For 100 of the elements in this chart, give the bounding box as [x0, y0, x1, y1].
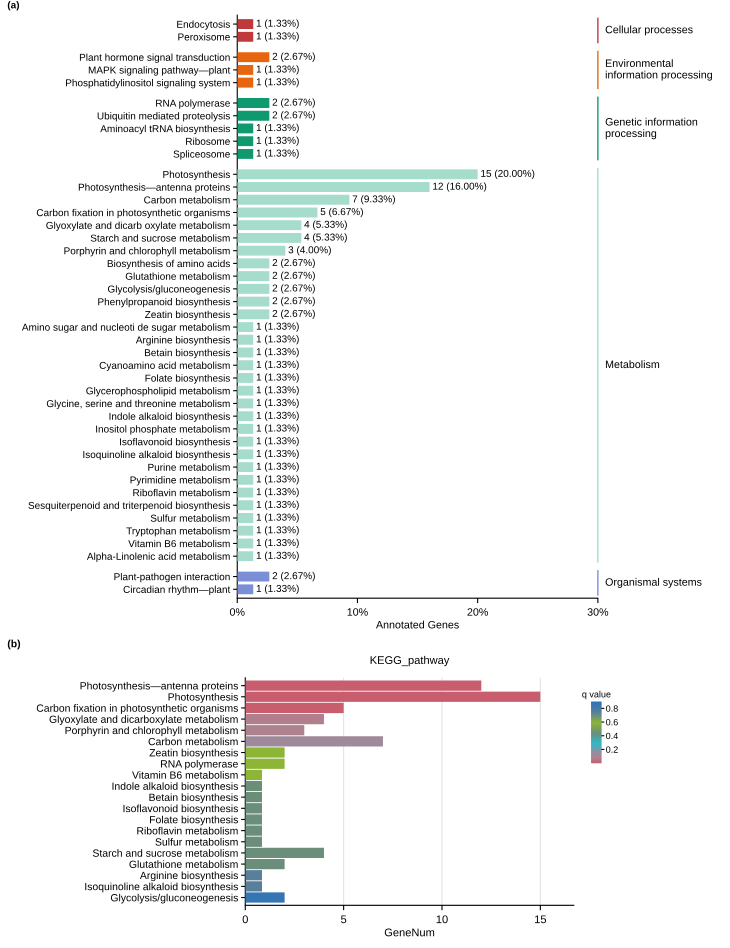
data-label: 12 (16.00%) [433, 182, 486, 192]
chart-title: KEGG_pathway [370, 656, 450, 666]
data-label: 1 (1.33%) [256, 136, 299, 146]
y-tick-label: Phenylpropanoid biosynthesis [98, 298, 230, 308]
y-tick-label: Carbon fixation in photosynthetic organisms [36, 704, 238, 714]
color-bar-label: 0.6 [606, 719, 618, 726]
y-tick-label: Carbon fixation in photosynthetic organisms [36, 208, 230, 218]
y-tick-label: Starch and sucrose metabolism [92, 849, 238, 857]
data-label: 1 (1.33%) [256, 488, 299, 498]
y-tick-label: Cyanoamino acid metabolism [100, 362, 230, 371]
y-tick-label: Phosphatidylinositol signaling system [66, 79, 230, 88]
y-tick-label: Tryptophan metabolism [126, 527, 230, 536]
y-tick-label: Folate biosynthesis [150, 816, 238, 826]
y-tick-label: Glycine, serine and threonine metabolism [46, 400, 230, 410]
y-tick-label: Arginine biosynthesis [136, 336, 230, 346]
y-tick-label: Glycerophospholipid metabolism [86, 387, 230, 396]
y-tick-label: Photosynthesis—antenna proteins [80, 682, 238, 692]
data-label: 1 (1.33%) [256, 424, 299, 434]
text: (a) [8, 1, 20, 10]
y-tick-label: RNA polymerase [156, 99, 230, 109]
data-label: 1 (1.33%) [256, 462, 299, 472]
x-axis-title: Annotated Genes [376, 620, 459, 629]
data-label: 7 (9.33%) [352, 195, 395, 204]
y-tick-label: Starch and sucrose metabolism [90, 234, 230, 242]
x-tick-label: 5 [340, 915, 346, 924]
data-label: 1 (1.33%) [256, 436, 299, 446]
y-tick-label: Photosynthesis—antenna proteins [78, 183, 230, 193]
data-label: 1 (1.33%) [256, 373, 299, 383]
x-tick-label: 10 [436, 915, 448, 924]
y-tick-label: Sulfur metabolism [155, 838, 238, 846]
y-tick-label: Endocytosis [177, 20, 230, 30]
color-bar-label: 0.8 [606, 705, 618, 712]
y-tick-label: Peroxisome [178, 33, 230, 41]
y-tick-label: Isoquinoline alkaloid biosynthesis [83, 450, 230, 460]
text: Cellular processes [606, 25, 693, 36]
y-tick-label: Arginine biosynthesis [140, 871, 238, 882]
data-label: 2 (2.67%) [272, 296, 315, 306]
data-label: 3 (4.00%) [288, 246, 331, 256]
y-tick-label: Glutathione metabolism [129, 860, 238, 868]
data-label: 1 (1.33%) [256, 500, 299, 510]
y-tick-label: Isoquinoline alkaloid biosynthesis [85, 882, 238, 892]
data-label: 1 (1.33%) [256, 19, 299, 29]
data-label: 1 (1.33%) [256, 513, 299, 523]
color-bar-label: 0.4 [606, 732, 618, 740]
y-tick-label: Porphyrin and chlorophyll metabolism [64, 247, 230, 256]
y-tick-label: Pyrimidine metabolism [130, 476, 230, 486]
data-label: 1 (1.33%) [256, 322, 299, 332]
y-tick-label: Photosynthesis [163, 170, 230, 180]
y-tick-label: Inositol phosphate metabolism [96, 425, 230, 435]
data-label: 1 (1.33%) [256, 526, 299, 536]
data-label: 2 (2.67%) [272, 284, 315, 294]
y-tick-label: Vitamin B6 metabolism [132, 771, 238, 779]
data-label: 2 (2.67%) [272, 111, 315, 120]
data-label: 1 (1.33%) [256, 32, 299, 42]
text: Metabolism [606, 360, 660, 368]
y-tick-label: Isoflavonoid biosynthesis [120, 438, 230, 448]
x-tick-label: 15 [535, 915, 546, 924]
data-label: 1 (1.33%) [256, 65, 299, 75]
y-tick-label: Zeatin biosynthesis [150, 748, 238, 758]
text: Organismal systems [606, 578, 702, 588]
y-tick-label: Indole alkaloid biosynthesis [109, 412, 230, 422]
y-tick-label: Ribosome [186, 138, 230, 145]
y-tick-label: Riboflavin metabolism [133, 488, 230, 496]
y-tick-label: Sesquiterpenoid and triterpenoid biosynthesis [28, 502, 230, 511]
y-tick-label: MAPK signaling pathway—plant [88, 66, 230, 76]
x-tick-label: 10% [348, 608, 368, 616]
data-label: 1 (1.33%) [256, 78, 299, 88]
x-tick-label: 20% [468, 608, 488, 616]
data-label: 1 (1.33%) [256, 335, 299, 344]
data-label: 2 (2.67%) [272, 258, 315, 268]
color-bar-label: 0.2 [606, 746, 618, 753]
y-tick-label: Aminoacyl tRNA biosynthesis [100, 124, 230, 134]
data-label: 1 (1.33%) [256, 475, 299, 484]
y-tick-label: RNA polymerase [161, 760, 238, 770]
y-tick-label: Glycolysis/gluconeogenesis [110, 894, 238, 904]
data-label: 2 (2.67%) [272, 572, 315, 582]
data-label: 1 (1.33%) [256, 124, 299, 134]
y-tick-label: Isoflavonoid biosynthesis [123, 804, 238, 814]
color-bar-title: q value [582, 690, 611, 700]
data-label: 15 (20.00%) [481, 170, 534, 179]
y-tick-label: Glycolysis/gluconeogenesis [108, 285, 230, 295]
y-tick-label: Plant-pathogen interaction [114, 572, 230, 582]
y-tick-label: Alpha-Linolenic acid metabolism [86, 552, 230, 562]
x-tick-label: 0 [242, 915, 248, 924]
data-label: 1 (1.33%) [256, 552, 299, 561]
y-tick-label: Indole alkaloid biosynthesis [112, 782, 238, 792]
y-tick-label: Glutathione metabolism [126, 272, 230, 280]
data-label: 4 (5.33%) [304, 233, 347, 243]
y-tick-label: Vitamin B6 metabolism [128, 540, 230, 548]
y-tick-label: Sulfur metabolism [150, 514, 230, 522]
x-tick-label: 0% [230, 608, 245, 616]
y-tick-label: Betain biosynthesis [144, 348, 230, 358]
y-tick-label: Folate biosynthesis [146, 374, 230, 384]
data-label: 1 (1.33%) [256, 450, 299, 459]
text: (b) [8, 640, 20, 650]
y-tick-label: Glyoxylate and dicarb oxylate metabolism [46, 222, 230, 231]
y-tick-label: Zeatin biosynthesis [145, 310, 230, 320]
y-tick-label: Circadian rhythm—plant [124, 586, 230, 595]
data-label: 1 (1.33%) [256, 411, 299, 421]
data-label: 2 (2.67%) [272, 310, 315, 319]
